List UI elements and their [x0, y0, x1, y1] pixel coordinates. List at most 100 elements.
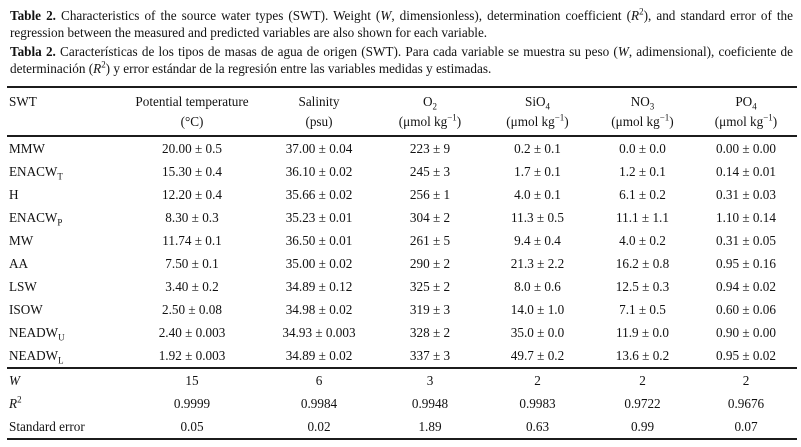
row-label: H: [9, 186, 19, 202]
table-cell: 2.40 ± 0.003: [158, 324, 226, 340]
table-cell: 9.4 ± 0.4: [514, 232, 561, 248]
table-cell: 0.94 ± 0.02: [716, 278, 776, 294]
table-cell: 49.7 ± 0.2: [510, 347, 565, 363]
table-cell: 1.89: [418, 418, 442, 434]
table-cell: 6: [315, 372, 323, 388]
table-cell: 0.02: [307, 418, 331, 434]
table-cell: 261 ± 5: [409, 232, 451, 248]
table-cell: 11.74 ± 0.1: [162, 232, 222, 248]
table-cell: 337 ± 3: [409, 347, 451, 363]
table-cell: 14.0 ± 1.0: [510, 301, 565, 317]
header-row: SWT Potential temperature (°C) Salinity (psu…: [7, 87, 797, 136]
table-cell: 304 ± 2: [409, 209, 451, 225]
caption-spanish: Tabla 2. Características de los tipos de…: [10, 44, 793, 76]
swt-row: NEADWU 2.40 ± 0.003 34.93 ± 0.003 328 ± 2 35…: [7, 321, 797, 344]
table-cell: 223 ± 9: [409, 140, 451, 156]
row-label: W: [9, 372, 20, 388]
table-cell: 0.2 ± 0.1: [514, 140, 561, 156]
table-cell: 290 ± 2: [409, 255, 451, 271]
table-cell: 3.40 ± 0.2: [165, 278, 219, 294]
row-label: Standard error: [9, 418, 85, 434]
row-label: AA: [9, 255, 29, 271]
table-cell: 245 ± 3: [409, 163, 451, 179]
table-cell: 34.89 ± 0.12: [285, 278, 353, 294]
row-label: MW: [9, 232, 34, 248]
table-cell: 2.50 ± 0.08: [162, 301, 222, 317]
table-cell: 35.66 ± 0.02: [285, 186, 353, 202]
table-cell: 4.0 ± 0.1: [514, 186, 561, 202]
column-header-salinity: Salinity (psu): [298, 94, 340, 130]
table-body: MMW 20.00 ± 0.5 37.00 ± 0.04 223 ± 9 0.2 ± 0…: [7, 136, 797, 369]
table-stats: W 15 6 3 2 2 2 R2 0.9999 0.9984 0.9948 0.9983 0.9722…: [7, 368, 797, 439]
table-cell: 0.9984: [300, 395, 338, 411]
table-cell: 7.50 ± 0.1: [165, 255, 219, 271]
table-cell: 1.92 ± 0.003: [158, 347, 226, 363]
column-header-swt: SWT: [9, 94, 37, 110]
swt-row: MW 11.74 ± 0.1 36.50 ± 0.01 261 ± 5 9.4 ± 0.…: [7, 229, 797, 252]
swt-row: ENACWT 15.30 ± 0.4 36.10 ± 0.02 245 ± 3 1.7 …: [7, 160, 797, 183]
swt-table: SWT Potential temperature (°C) Salinity (psu…: [7, 86, 797, 441]
row-label: R2: [9, 394, 22, 411]
column-header-no3: NO3 (μmol kg−1): [611, 94, 674, 130]
table-cell: 34.98 ± 0.02: [285, 301, 353, 317]
table-cell: 1.2 ± 0.1: [619, 163, 666, 179]
table-cell: 3: [426, 372, 434, 388]
table-cell: 0.9983: [519, 395, 556, 411]
table-cell: 36.10 ± 0.02: [285, 163, 353, 179]
stat-row: Standard error 0.05 0.02 1.89 0.63 0.99 0.07: [7, 415, 797, 439]
table-cell: 0.9722: [624, 395, 661, 411]
table-cell: 0.63: [525, 418, 550, 434]
table-cell: 21.3 ± 2.2: [510, 255, 565, 271]
table-cell: 15: [185, 372, 199, 388]
table-cell: 0.90 ± 0.00: [716, 324, 776, 340]
table-cell: 2: [742, 372, 750, 388]
table-cell: 35.0 ± 0.0: [510, 324, 565, 340]
table-cell: 328 ± 2: [409, 324, 451, 340]
swt-row: ENACWP 8.30 ± 0.3 35.23 ± 0.01 304 ± 2 11.3 …: [7, 206, 797, 229]
table-cell: 325 ± 2: [409, 278, 451, 294]
table-cell: 1.7 ± 0.1: [514, 163, 561, 179]
row-label: ISOW: [9, 301, 43, 317]
table-cell: 12.5 ± 0.3: [615, 278, 670, 294]
table-cell: 34.93 ± 0.003: [282, 324, 356, 340]
table-cell: 0.60 ± 0.06: [716, 301, 776, 317]
table-cell: 4.0 ± 0.2: [619, 232, 666, 248]
row-label: NEADWL: [9, 347, 64, 366]
table-cell: 37.00 ± 0.04: [285, 140, 353, 156]
table-cell: 34.89 ± 0.02: [285, 347, 353, 363]
table-cell: 13.6 ± 0.2: [615, 347, 670, 363]
table-cell: 0.31 ± 0.03: [716, 186, 776, 202]
swt-row: NEADWL 1.92 ± 0.003 34.89 ± 0.02 337 ± 3 49.…: [7, 344, 797, 368]
stat-row: W 15 6 3 2 2 2: [7, 368, 797, 392]
table-cell: 12.20 ± 0.4: [162, 186, 222, 202]
table-cell: 35.23 ± 0.01: [285, 209, 353, 225]
swt-row: ISOW 2.50 ± 0.08 34.98 ± 0.02 319 ± 3 14.0 ±…: [7, 298, 797, 321]
row-label: MMW: [9, 140, 45, 156]
row-label: LSW: [9, 278, 37, 294]
table-cell: 0.9948: [411, 395, 449, 411]
table-cell: 8.30 ± 0.3: [165, 209, 219, 225]
table-cell: 36.50 ± 0.01: [285, 232, 353, 248]
stat-row: R2 0.9999 0.9984 0.9948 0.9983 0.9722 0.9676: [7, 392, 797, 415]
column-header-po4: PO4 (μmol kg−1): [714, 94, 778, 130]
table-cell: 319 ± 3: [409, 301, 451, 317]
row-label: ENACWT: [9, 163, 63, 182]
table-cell: 16.2 ± 0.8: [615, 255, 670, 271]
column-header-o2: O2 (μmol kg−1): [398, 94, 462, 130]
table-cell: 2: [639, 372, 646, 388]
table-cell: 0.99: [630, 418, 655, 434]
table-cell: 7.1 ± 0.5: [619, 301, 666, 317]
row-label: ENACWP: [9, 209, 63, 228]
table-cell: 0.05: [180, 418, 204, 434]
table-cell: 0.00 ± 0.00: [716, 140, 776, 156]
table-cell: 6.1 ± 0.2: [619, 186, 666, 202]
table-cell: 11.3 ± 0.5: [511, 209, 564, 225]
table-cell: 0.31 ± 0.05: [716, 232, 776, 248]
column-header-sio4: SiO4 (μmol kg−1): [506, 94, 569, 130]
column-header-potential-temperature: Potential temperature (°C): [135, 94, 249, 130]
table-cell: 0.95 ± 0.16: [716, 255, 776, 271]
table-cell: 15.30 ± 0.4: [162, 163, 222, 179]
swt-row: MMW 20.00 ± 0.5 37.00 ± 0.04 223 ± 9 0.2 ± 0…: [7, 136, 797, 160]
caption-english: Table 2. Characteristics of the source w…: [10, 6, 794, 40]
